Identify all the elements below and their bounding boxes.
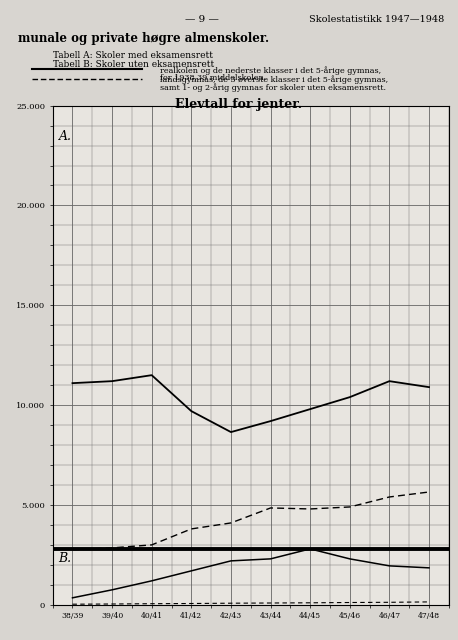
Text: B.: B. (59, 552, 72, 565)
Text: Skolestatistikk 1947—1948: Skolestatistikk 1947—1948 (309, 15, 444, 24)
Text: realkolen og de nederste klasser i det 5-årige gymnas,: realkolen og de nederste klasser i det 5… (160, 66, 382, 75)
Text: Tabell A: Skoler med eksamensrett: Tabell A: Skoler med eksamensrett (53, 51, 213, 60)
Text: for 1938,39 middelskolen.: for 1938,39 middelskolen. (160, 74, 267, 81)
Text: A.: A. (59, 129, 71, 143)
Text: landsgymnas, de 3 øverste klasser i det 5-årige gymnas,: landsgymnas, de 3 øverste klasser i det … (160, 76, 388, 84)
Text: — 9 —: — 9 — (185, 15, 218, 24)
Text: Elevtall for jenter.: Elevtall for jenter. (174, 98, 302, 111)
Text: Tabell B: Skoler uten eksamensrett: Tabell B: Skoler uten eksamensrett (53, 60, 214, 68)
Text: samt 1- og 2-årig gymnas for skoler uten eksamensrett.: samt 1- og 2-årig gymnas for skoler uten… (160, 83, 386, 92)
Text: munale og private høgre almenskoler.: munale og private høgre almenskoler. (18, 32, 269, 45)
